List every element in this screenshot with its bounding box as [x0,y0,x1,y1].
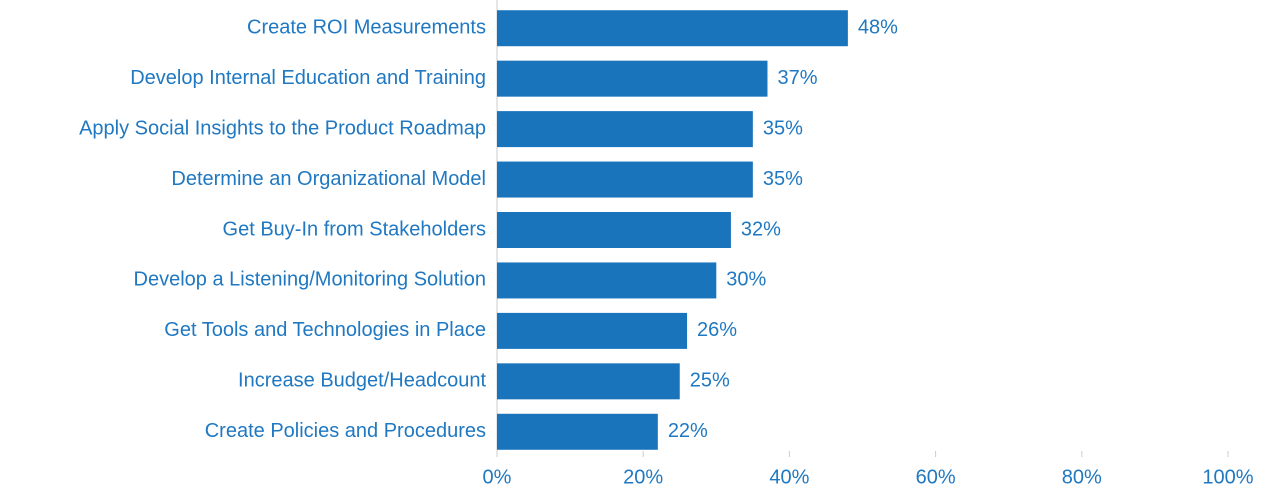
y-tick-label: Develop a Listening/Monitoring Solution [134,269,486,291]
value-label: 30% [726,269,766,291]
bar [497,161,753,198]
bar [497,312,688,349]
x-tick-label: 40% [769,466,809,488]
bar [497,262,717,299]
value-label: 22% [668,420,708,442]
y-tick-label: Determine an Organizational Model [171,168,486,190]
y-tick-label: Apply Social Insights to the Product Roa… [79,117,486,139]
y-tick-label: Develop Internal Education and Training [130,67,486,89]
bar [497,363,680,400]
y-tick-label: Increase Budget/Headcount [238,370,486,392]
x-tick-label: 60% [916,466,956,488]
value-label: 26% [697,319,737,341]
value-label: 48% [858,17,898,39]
x-tick-label: 0% [483,466,512,488]
x-tick-label: 80% [1062,466,1102,488]
bar [497,413,658,450]
bar [497,212,731,248]
y-tick-label: Create Policies and Procedures [205,420,486,442]
bar [497,10,848,47]
value-label: 32% [741,218,781,240]
bar [497,60,768,97]
value-label: 35% [763,168,803,190]
x-tick-label: 100% [1202,466,1253,488]
value-label: 37% [777,67,817,89]
value-label: 35% [763,117,803,139]
y-tick-label: Get Tools and Technologies in Place [164,319,486,341]
bar [497,111,753,148]
y-tick-label: Get Buy-In from Stakeholders [223,218,486,240]
x-tick-label: 20% [623,466,663,488]
y-tick-label: Create ROI Measurements [247,17,486,39]
value-label: 25% [690,370,730,392]
